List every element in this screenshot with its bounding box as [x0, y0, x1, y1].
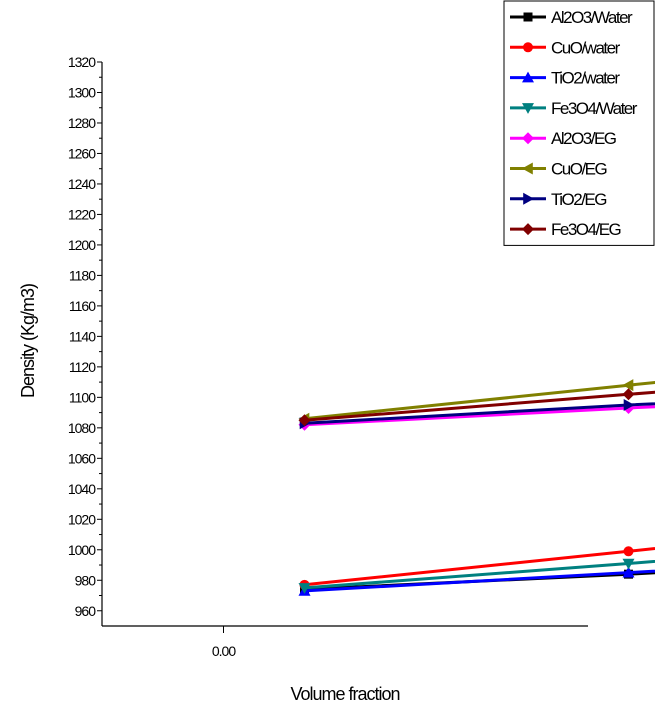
y-tick-label: 1060: [68, 450, 96, 466]
data-point: [298, 583, 311, 594]
legend-swatch-marker: [523, 192, 534, 205]
y-tick-label: 1200: [68, 237, 96, 253]
legend-label: CuO/EG: [551, 160, 607, 179]
legend-label: Fe3O4/Water: [551, 99, 638, 118]
y-tick-label: 1040: [68, 481, 96, 497]
y-tick-label: 960: [75, 603, 97, 619]
y-tick-label: 1140: [69, 328, 96, 344]
legend-swatch-marker: [522, 103, 534, 114]
legend-swatch-marker: [522, 71, 534, 83]
data-point: [622, 388, 635, 401]
legend-item: TiO2/EG: [510, 190, 608, 209]
y-tick-label: 1240: [68, 176, 96, 192]
series-fe3o4-water: [298, 558, 655, 594]
legend-label: TiO2/EG: [551, 190, 606, 209]
legend-item: CuO/water: [510, 38, 622, 57]
y-tick-label: 1220: [68, 206, 96, 222]
legend: Al2O3/Water CuO/water TiO2/water Fe3O4/Wate…: [503, 0, 655, 246]
legend-label: TiO2/water: [551, 69, 620, 88]
data-point: [623, 398, 635, 411]
y-axis-title: Density (Kg/m3): [18, 284, 38, 398]
series-line: [304, 402, 655, 425]
data-point: [622, 379, 634, 392]
y-tick-label: 1080: [68, 420, 96, 436]
y-tick-label: 1160: [69, 298, 96, 314]
legend-swatch-marker: [522, 132, 534, 145]
x-axis-title: Volume fraction: [290, 684, 399, 704]
y-tick-label: 1260: [68, 145, 96, 161]
legend-item: CuO/EG: [510, 160, 608, 179]
legend-item: TiO2/water: [510, 69, 622, 88]
y-tick-label: 1120: [69, 359, 96, 375]
y-tick-label: 1320: [68, 54, 96, 70]
legend-item: Al2O3/Water: [510, 8, 635, 27]
y-tick-label: 1280: [68, 115, 96, 131]
y-tick-label: 980: [75, 572, 97, 588]
data-point: [622, 566, 635, 578]
y-tick-label: 1000: [68, 542, 96, 558]
series-line: [304, 559, 655, 590]
y-tick-label: 1300: [68, 84, 96, 100]
legend-item: Fe3O4/Water: [510, 99, 639, 118]
legend-swatch-marker: [523, 42, 533, 53]
legend-swatch-marker: [522, 223, 534, 236]
legend-label: Al2O3/Water: [551, 8, 633, 27]
axes: 960 980 1000 1020 1040 1060 1080 1100 1120 1140 11…: [68, 54, 588, 659]
legend-label: CuO/water: [551, 38, 621, 57]
data-point: [298, 414, 311, 427]
legend-item: Fe3O4/EG: [510, 220, 622, 239]
series-layer: [298, 379, 655, 596]
series-fe3o4-eg: [298, 388, 655, 427]
legend-swatch-marker: [522, 162, 533, 175]
legend-box: [503, 0, 655, 246]
data-point: [622, 558, 635, 570]
series-tio2-eg: [299, 398, 655, 430]
y-tick-label: 1100: [69, 389, 96, 405]
legend-label: Al2O3/EG: [551, 129, 616, 148]
legend-item: Al2O3/EG: [510, 129, 617, 148]
data-point: [623, 546, 634, 557]
x-tick-label: 0.00: [212, 643, 236, 659]
legend-label: Fe3O4/EG: [551, 220, 621, 239]
y-tick-label: 1020: [68, 511, 96, 527]
legend-swatch-marker: [523, 12, 533, 22]
y-tick-label: 1180: [69, 267, 96, 283]
